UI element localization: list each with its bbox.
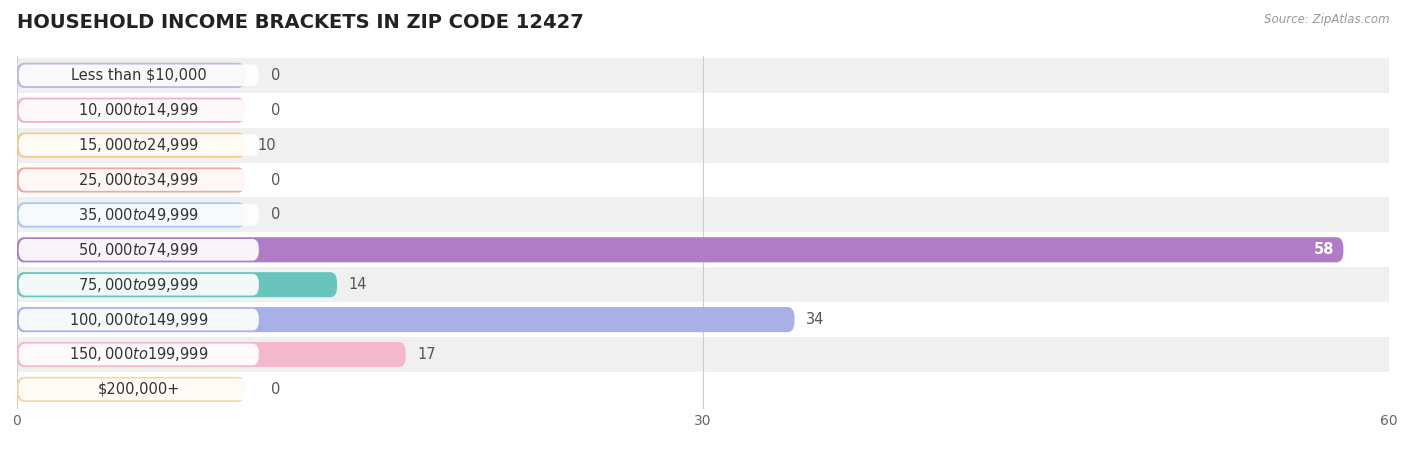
FancyBboxPatch shape: [17, 237, 1343, 262]
FancyBboxPatch shape: [17, 167, 245, 193]
Text: 10: 10: [257, 137, 276, 153]
FancyBboxPatch shape: [17, 128, 1389, 163]
Text: 34: 34: [806, 312, 824, 327]
FancyBboxPatch shape: [17, 93, 1389, 128]
Text: HOUSEHOLD INCOME BRACKETS IN ZIP CODE 12427: HOUSEHOLD INCOME BRACKETS IN ZIP CODE 12…: [17, 13, 583, 32]
FancyBboxPatch shape: [17, 97, 245, 123]
FancyBboxPatch shape: [18, 99, 259, 121]
FancyBboxPatch shape: [17, 267, 1389, 302]
FancyBboxPatch shape: [17, 342, 406, 367]
FancyBboxPatch shape: [18, 309, 259, 330]
Text: 17: 17: [418, 347, 436, 362]
Text: 0: 0: [271, 172, 280, 188]
FancyBboxPatch shape: [17, 377, 245, 402]
Text: $200,000+: $200,000+: [97, 382, 180, 397]
Text: $25,000 to $34,999: $25,000 to $34,999: [79, 171, 200, 189]
FancyBboxPatch shape: [17, 63, 245, 88]
Text: $100,000 to $149,999: $100,000 to $149,999: [69, 311, 208, 329]
Text: $75,000 to $99,999: $75,000 to $99,999: [79, 276, 200, 294]
FancyBboxPatch shape: [17, 202, 245, 228]
FancyBboxPatch shape: [17, 198, 1389, 233]
FancyBboxPatch shape: [17, 58, 1389, 93]
FancyBboxPatch shape: [18, 169, 259, 191]
FancyBboxPatch shape: [17, 272, 337, 297]
FancyBboxPatch shape: [17, 302, 1389, 337]
Text: 14: 14: [349, 277, 367, 292]
FancyBboxPatch shape: [17, 372, 1389, 407]
FancyBboxPatch shape: [18, 204, 259, 226]
Text: 0: 0: [271, 207, 280, 222]
FancyBboxPatch shape: [18, 274, 259, 295]
Text: Source: ZipAtlas.com: Source: ZipAtlas.com: [1264, 13, 1389, 26]
Text: 58: 58: [1313, 242, 1334, 257]
FancyBboxPatch shape: [17, 337, 1389, 372]
FancyBboxPatch shape: [18, 239, 259, 260]
FancyBboxPatch shape: [18, 65, 259, 86]
Text: Less than $10,000: Less than $10,000: [70, 68, 207, 83]
FancyBboxPatch shape: [18, 379, 259, 400]
Text: $35,000 to $49,999: $35,000 to $49,999: [79, 206, 200, 224]
Text: 0: 0: [271, 68, 280, 83]
Text: 0: 0: [271, 103, 280, 118]
FancyBboxPatch shape: [17, 132, 246, 158]
Text: $10,000 to $14,999: $10,000 to $14,999: [79, 101, 200, 119]
FancyBboxPatch shape: [17, 233, 1389, 267]
Text: $50,000 to $74,999: $50,000 to $74,999: [79, 241, 200, 259]
FancyBboxPatch shape: [17, 163, 1389, 198]
FancyBboxPatch shape: [17, 307, 794, 332]
Text: 0: 0: [271, 382, 280, 397]
Text: $15,000 to $24,999: $15,000 to $24,999: [79, 136, 200, 154]
Text: $150,000 to $199,999: $150,000 to $199,999: [69, 345, 208, 364]
FancyBboxPatch shape: [18, 343, 259, 365]
FancyBboxPatch shape: [18, 134, 259, 156]
